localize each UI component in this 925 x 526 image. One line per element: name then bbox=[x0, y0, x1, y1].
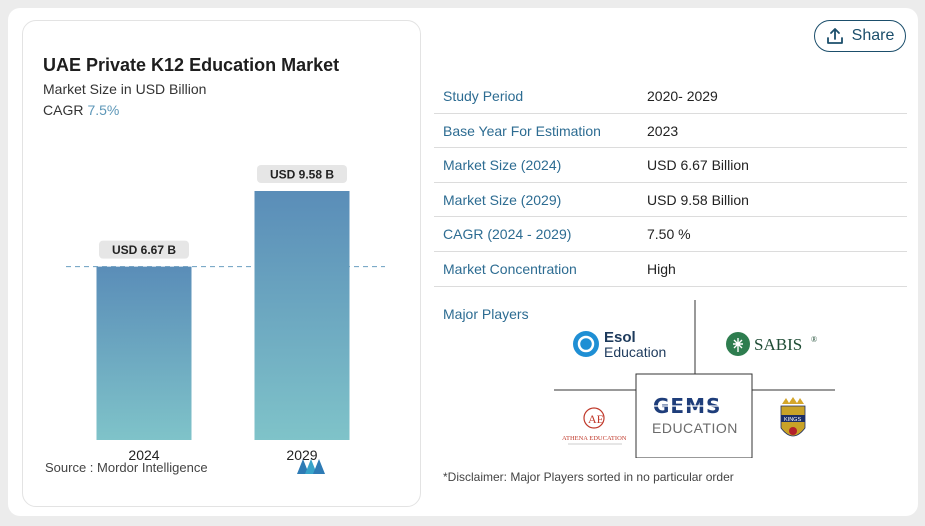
source-line: Source : Mordor Intelligence bbox=[45, 460, 208, 475]
major-players-grid: Esol Education SABIS ® GEMS EDUCATION AE… bbox=[554, 300, 835, 458]
stat-key: Market Size (2029) bbox=[443, 191, 562, 208]
stat-key: Base Year For Estimation bbox=[443, 122, 601, 139]
stat-row: Market Concentration High bbox=[434, 252, 907, 287]
stat-row: Market Size (2024) USD 6.67 Billion bbox=[434, 148, 907, 183]
chart-cagr: CAGR 7.5% bbox=[43, 102, 119, 118]
esol-line1: Esol bbox=[604, 329, 636, 346]
cagr-value: 7.5% bbox=[87, 102, 120, 118]
athena-text: ATHENA EDUCATION bbox=[562, 435, 627, 442]
stat-key: Market Concentration bbox=[443, 260, 577, 277]
stat-row: Base Year For Estimation 2023 bbox=[434, 114, 907, 149]
data-label-bg bbox=[257, 165, 347, 183]
stat-key: Market Size (2024) bbox=[443, 157, 562, 174]
esol-education-logo: Esol Education bbox=[573, 329, 666, 360]
major-players-label: Major Players bbox=[443, 306, 529, 322]
sabis-text: SABIS bbox=[754, 335, 802, 354]
share-button[interactable]: Share bbox=[814, 20, 906, 52]
kings-education-logo: KINGS bbox=[780, 397, 806, 437]
data-label: USD 9.58 B bbox=[270, 168, 334, 182]
data-label: USD 6.67 B bbox=[112, 243, 176, 257]
kings-text: KINGS bbox=[784, 417, 801, 423]
gems-line2: EDUCATION bbox=[652, 420, 738, 436]
source-label: Source : bbox=[45, 460, 94, 475]
stat-value: High bbox=[647, 260, 676, 277]
share-label: Share bbox=[851, 27, 895, 44]
sabis-logo: SABIS ® bbox=[726, 332, 817, 356]
stat-row: CAGR (2024 - 2029) 7.50 % bbox=[434, 217, 907, 252]
stat-value: 2023 bbox=[647, 122, 679, 139]
esol-line2: Education bbox=[604, 344, 666, 360]
data-label-bg bbox=[99, 240, 189, 259]
chart-title: UAE Private K12 Education Market bbox=[43, 55, 340, 75]
chart-subtitle: Market Size in USD Billion bbox=[43, 81, 207, 97]
stat-row: Study Period 2020- 2029 bbox=[434, 79, 907, 114]
stats-table: Study Period 2020- 2029 Base Year For Est… bbox=[434, 79, 907, 287]
cagr-label: CAGR bbox=[43, 102, 84, 118]
bar-2029 bbox=[254, 191, 350, 440]
stat-value: USD 6.67 Billion bbox=[647, 157, 749, 174]
stat-row: Market Size (2029) USD 9.58 Billion bbox=[434, 183, 907, 218]
share-upload-icon bbox=[826, 28, 843, 44]
x-tick-label: 2024 bbox=[128, 447, 159, 463]
bar-2024 bbox=[96, 266, 192, 440]
athena-education-logo: AE ATHENA EDUCATION bbox=[562, 407, 627, 445]
stat-value: USD 9.58 Billion bbox=[647, 191, 749, 208]
source-name: Mordor Intelligence bbox=[97, 460, 208, 475]
center-logo-box bbox=[635, 373, 753, 458]
chart-card bbox=[22, 20, 421, 507]
mordor-logo-icon bbox=[297, 459, 325, 474]
svg-text:AE: AE bbox=[588, 412, 604, 426]
stat-value: 7.50 % bbox=[647, 226, 691, 243]
bar-chart: USD 6.67 B 2024 USD 9.58 B 2029 bbox=[66, 165, 385, 463]
sabis-mark: ® bbox=[811, 335, 817, 344]
stat-value: 2020- 2029 bbox=[647, 88, 718, 104]
stat-key: Study Period bbox=[443, 88, 524, 104]
stat-key: CAGR (2024 - 2029) bbox=[443, 226, 572, 243]
gems-education-logo: GEMS EDUCATION bbox=[652, 394, 738, 436]
players-disclaimer: *Disclaimer: Major Players sorted in no … bbox=[443, 470, 734, 484]
x-tick-label: 2029 bbox=[286, 447, 317, 463]
